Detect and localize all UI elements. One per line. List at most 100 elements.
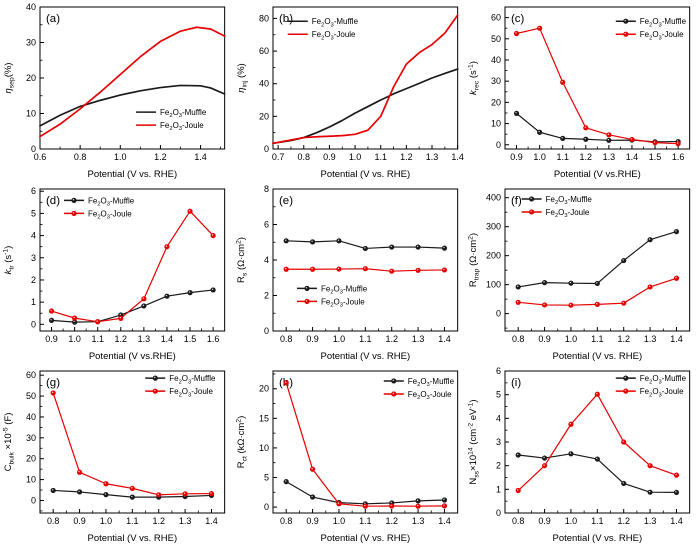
svg-text:0: 0 — [496, 140, 501, 150]
svg-text:Fe2O3-Joule: Fe2O3-Joule — [160, 121, 204, 132]
svg-text:6: 6 — [264, 220, 269, 230]
svg-text:(c): (c) — [511, 13, 525, 25]
svg-text:0.8: 0.8 — [280, 334, 293, 344]
svg-text:Potential (V vs. RHE): Potential (V vs. RHE) — [553, 533, 643, 544]
panel-h: 0.8 0.9 1.0 1.1 1.2 1.3 1.4 0 5 10 15 20 Potential (… — [232, 364, 466, 546]
svg-text:1.0: 1.0 — [100, 516, 113, 526]
svg-text:Fe2O3-Joule: Fe2O3-Joule — [321, 297, 365, 308]
panel-a: 0.6 0.8 1.0 1.2 1.4 0 10 20 30 40 Potential (V vs.… — [0, 0, 233, 182]
svg-text:1.1: 1.1 — [126, 516, 138, 526]
svg-text:30: 30 — [26, 433, 36, 443]
svg-text:Potential (V vs. RHE): Potential (V vs. RHE) — [320, 169, 410, 180]
chart-d: 0.9 1.0 1.1 1.2 1.3 1.4 1.5 1.6 0 1 2 3 4 5 6 Potential… — [0, 182, 233, 364]
svg-text:Cbulk ×10-5 (F): Cbulk ×10-5 (F) — [2, 413, 15, 472]
svg-text:2: 2 — [496, 461, 501, 471]
svg-text:60: 60 — [491, 13, 501, 23]
svg-text:1.0: 1.0 — [68, 334, 81, 344]
svg-text:1.0: 1.0 — [348, 152, 361, 162]
svg-text:0.7: 0.7 — [272, 152, 285, 162]
svg-text:(e): (e) — [279, 195, 293, 207]
svg-text:Fe2O3-Muffle: Fe2O3-Muffle — [640, 17, 687, 28]
svg-text:Fe2O3-Joule: Fe2O3-Joule — [88, 209, 132, 220]
svg-text:6: 6 — [496, 366, 501, 376]
svg-text:60: 60 — [26, 370, 36, 380]
svg-text:300: 300 — [486, 222, 501, 232]
svg-text:0: 0 — [496, 508, 501, 518]
svg-text:40: 40 — [259, 79, 269, 89]
svg-text:1.4: 1.4 — [626, 152, 639, 162]
svg-text:Fe2O3-Joule: Fe2O3-Joule — [640, 30, 684, 41]
svg-text:Rs (Ω·cm2): Rs (Ω·cm2) — [235, 237, 248, 283]
svg-text:1: 1 — [496, 484, 501, 494]
panel-b: 0.7 0.8 0.9 1.0 1.1 1.2 1.3 1.4 0 20 40 60 80 Potenti… — [232, 0, 466, 182]
svg-text:(f): (f) — [511, 195, 522, 207]
svg-text:1.6: 1.6 — [672, 152, 685, 162]
svg-text:1.1: 1.1 — [91, 334, 104, 344]
svg-text:ktr (s-1): ktr (s-1) — [2, 246, 15, 275]
svg-text:1.0: 1.0 — [332, 516, 345, 526]
svg-text:80: 80 — [259, 13, 269, 23]
svg-text:40: 40 — [26, 412, 36, 422]
svg-text:Fe2O3-Joule: Fe2O3-Joule — [311, 30, 355, 41]
svg-text:Fe2O3-Muffle: Fe2O3-Muffle — [169, 374, 216, 385]
svg-text:2: 2 — [264, 290, 269, 300]
svg-text:5: 5 — [264, 472, 269, 482]
svg-text:1.2: 1.2 — [385, 516, 398, 526]
svg-text:Potential (V vs. RHE): Potential (V vs. RHE) — [320, 351, 410, 362]
svg-text:0: 0 — [264, 144, 269, 154]
svg-text:1.4: 1.4 — [438, 334, 451, 344]
svg-text:1.2: 1.2 — [152, 516, 165, 526]
svg-text:15: 15 — [259, 413, 269, 423]
svg-text:20: 20 — [259, 111, 269, 121]
svg-text:Fe2O3-Muffle: Fe2O3-Muffle — [88, 196, 135, 207]
svg-text:8: 8 — [264, 184, 269, 194]
svg-text:1.4: 1.4 — [438, 516, 451, 526]
chart-b: 0.7 0.8 0.9 1.0 1.1 1.2 1.3 1.4 0 20 40 60 80 Potenti… — [232, 0, 466, 182]
svg-text:1: 1 — [31, 297, 36, 307]
svg-text:1.1: 1.1 — [359, 516, 372, 526]
svg-text:30: 30 — [491, 76, 501, 86]
svg-text:1.1: 1.1 — [374, 152, 387, 162]
svg-text:Rct (kΩ·cm2): Rct (kΩ·cm2) — [235, 416, 248, 469]
svg-text:1.0: 1.0 — [332, 334, 345, 344]
svg-text:4: 4 — [31, 231, 36, 241]
svg-text:(b): (b) — [279, 13, 293, 25]
svg-text:1.2: 1.2 — [580, 152, 593, 162]
svg-text:(d): (d) — [46, 195, 60, 207]
chart-c: 0.9 1.0 1.1 1.2 1.3 1.4 1.5 1.6 0 10 20 30 40 50 60 Pot… — [465, 0, 698, 182]
svg-text:0.9: 0.9 — [539, 516, 552, 526]
chart-g: 0.8 0.9 1.0 1.1 1.2 1.3 1.4 0 10 20 30 40 50 60 Potent… — [0, 364, 233, 546]
svg-text:1.1: 1.1 — [591, 334, 604, 344]
svg-text:20: 20 — [26, 454, 36, 464]
chart-a: 0.6 0.8 1.0 1.2 1.4 0 10 20 30 40 Potential (V vs.… — [0, 0, 233, 182]
svg-text:1.3: 1.3 — [644, 334, 657, 344]
svg-text:Potential (V vs. RHE): Potential (V vs. RHE) — [88, 169, 178, 180]
svg-text:10: 10 — [259, 443, 269, 453]
svg-text:ηsep(%): ηsep(%) — [3, 63, 16, 94]
chart-e: 0.8 0.9 1.0 1.1 1.2 1.3 1.4 0 2 4 6 8 Potential (V v… — [232, 182, 466, 364]
svg-text:Fe2O3-Joule: Fe2O3-Joule — [407, 390, 451, 401]
chart-i: 0.8 0.9 1.0 1.1 1.2 1.3 1.4 0 1 2 3 4 5 6 Potential (V… — [465, 364, 698, 546]
svg-text:0: 0 — [264, 502, 269, 512]
svg-text:0.6: 0.6 — [34, 152, 47, 162]
svg-text:50: 50 — [26, 391, 36, 401]
svg-text:400: 400 — [486, 193, 501, 203]
svg-text:1.5: 1.5 — [649, 152, 662, 162]
svg-text:4: 4 — [264, 255, 269, 265]
svg-text:40: 40 — [26, 2, 36, 12]
panel-e: 0.8 0.9 1.0 1.1 1.2 1.3 1.4 0 2 4 6 8 Potential (V v… — [232, 182, 466, 364]
svg-text:20: 20 — [259, 384, 269, 394]
svg-text:100: 100 — [486, 280, 501, 290]
svg-text:1.2: 1.2 — [115, 334, 128, 344]
svg-text:0: 0 — [31, 495, 36, 505]
svg-text:0.8: 0.8 — [47, 516, 60, 526]
svg-text:1.2: 1.2 — [618, 334, 631, 344]
panel-d: 0.9 1.0 1.1 1.2 1.3 1.4 1.5 1.6 0 1 2 3 4 5 6 Potential… — [0, 182, 233, 364]
svg-text:0.9: 0.9 — [306, 334, 319, 344]
svg-text:krec (s-1): krec (s-1) — [468, 61, 481, 95]
svg-text:1.3: 1.3 — [138, 334, 151, 344]
svg-text:1.6: 1.6 — [207, 334, 220, 344]
svg-text:1.4: 1.4 — [205, 516, 218, 526]
svg-text:Potential (V vs.RHE): Potential (V vs.RHE) — [89, 351, 176, 362]
svg-text:0.8: 0.8 — [280, 516, 293, 526]
